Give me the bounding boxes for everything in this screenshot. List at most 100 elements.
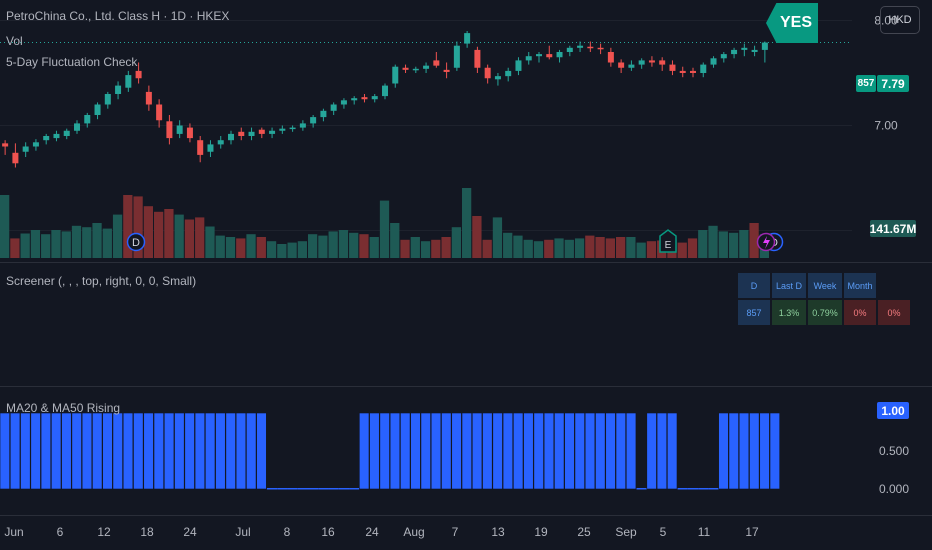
- ma-rising-bar: [122, 412, 134, 490]
- candle-body: [607, 52, 614, 63]
- candle-body: [279, 128, 286, 131]
- candle-body: [443, 69, 450, 72]
- candle-body: [690, 70, 696, 73]
- ma-rising-bar: [564, 412, 575, 490]
- candle-body: [628, 64, 635, 68]
- ma-rising-bar: [194, 412, 206, 490]
- screener-header-week: Week: [808, 273, 842, 298]
- yes-flag: YES: [766, 3, 818, 43]
- ma-rising-bar: [605, 412, 616, 490]
- candle-body: [351, 98, 358, 101]
- ma-rising-bar: [20, 412, 31, 490]
- volume-bar: [441, 237, 451, 258]
- time-tick-label: 12: [97, 525, 111, 539]
- candle-body: [566, 47, 573, 52]
- screener-label: Screener (, , , top, right, 0, 0, Small): [6, 274, 197, 288]
- volume-bar: [646, 241, 657, 258]
- earnings-marker: [659, 229, 677, 253]
- screener-cell-month: 0%: [878, 300, 910, 325]
- candle-body: [453, 45, 460, 68]
- volume-bar: [698, 230, 708, 258]
- volume-bar: [626, 237, 636, 258]
- candle-body: [22, 146, 29, 152]
- candle-body: [761, 42, 768, 50]
- ma-rising-bar: [102, 412, 113, 490]
- candle-body: [269, 130, 276, 134]
- time-tick-label: 5: [660, 525, 667, 539]
- ma-flat-bar: [708, 488, 719, 490]
- candle-body: [361, 97, 368, 100]
- ma-rising-bar: [461, 412, 472, 490]
- candle-body: [145, 91, 152, 105]
- volume-bar: [718, 231, 728, 258]
- volume-bar: [492, 217, 503, 258]
- ma-rising-bar: [656, 412, 668, 490]
- volume-bar: [246, 234, 256, 258]
- candle-body: [115, 85, 122, 94]
- ma-flat-bar: [349, 488, 360, 490]
- time-tick-label: 11: [698, 525, 711, 539]
- candle-body: [248, 131, 255, 136]
- ma-rising-bar: [61, 412, 72, 490]
- candle-body: [382, 85, 388, 97]
- candle-body: [94, 104, 101, 115]
- time-tick-label: Sep: [615, 525, 637, 539]
- candle-body: [751, 49, 758, 52]
- candle-body: [648, 60, 655, 63]
- candle-body: [433, 60, 440, 66]
- screener-cell-week: 0%: [844, 300, 876, 325]
- volume-bar: [400, 239, 410, 258]
- ma-rising-bar: [143, 412, 154, 490]
- candle-body: [371, 96, 378, 100]
- ma-rising-bar: [738, 412, 750, 490]
- ma-rising-bar: [71, 412, 82, 490]
- ma-rising-bar: [51, 412, 62, 490]
- ma-rising-bar: [471, 412, 483, 490]
- volume-bar: [0, 195, 10, 258]
- time-tick-label: 13: [491, 525, 505, 539]
- ma-flat-bar: [287, 488, 298, 490]
- candle-body: [2, 143, 9, 147]
- candle-body: [618, 62, 625, 68]
- candle-body: [166, 121, 173, 139]
- candle-body: [74, 123, 80, 131]
- ma-flat-bar: [687, 488, 699, 490]
- screener-header-d: D: [738, 273, 770, 298]
- ma-flat-bar: [677, 488, 688, 490]
- ma-rising-bar: [235, 412, 247, 490]
- ma-rising-bar: [574, 412, 585, 490]
- candle-body: [515, 60, 522, 71]
- ma-rising-bar: [153, 412, 164, 490]
- ma-rising-bar: [667, 412, 678, 490]
- volume-bar: [359, 234, 369, 258]
- candle-body: [556, 52, 563, 58]
- ma-rising-bar: [40, 412, 52, 490]
- currency-button[interactable]: HKD: [880, 6, 920, 34]
- volume-bar: [236, 238, 246, 258]
- ma-rising-bar: [749, 412, 760, 490]
- candle-body: [669, 64, 676, 71]
- candle-body: [207, 144, 214, 152]
- dividend-marker: [126, 232, 146, 252]
- volume-bar: [544, 239, 554, 258]
- ma-rising-bar: [81, 412, 93, 490]
- volume-bar: [123, 195, 133, 258]
- ma-rising-bar: [410, 412, 421, 490]
- volume-bar: [51, 230, 61, 258]
- candle-body: [597, 47, 604, 50]
- ma-flat-bar: [308, 488, 319, 490]
- ma-flat-bar: [318, 488, 329, 490]
- volume-bar: [297, 241, 307, 258]
- volume-bar: [472, 216, 482, 258]
- volume-bar: [41, 234, 51, 258]
- volume-legend: Vol: [6, 34, 23, 48]
- candle-body: [299, 123, 306, 128]
- time-tick-label: Jul: [235, 525, 250, 539]
- ma-rising-bar: [225, 412, 236, 490]
- volume-bar: [513, 235, 523, 258]
- volume-bar: [533, 241, 544, 258]
- ma-rising-bar: [492, 412, 503, 490]
- volume-bar: [410, 237, 420, 258]
- ma-flat-bar: [328, 488, 339, 490]
